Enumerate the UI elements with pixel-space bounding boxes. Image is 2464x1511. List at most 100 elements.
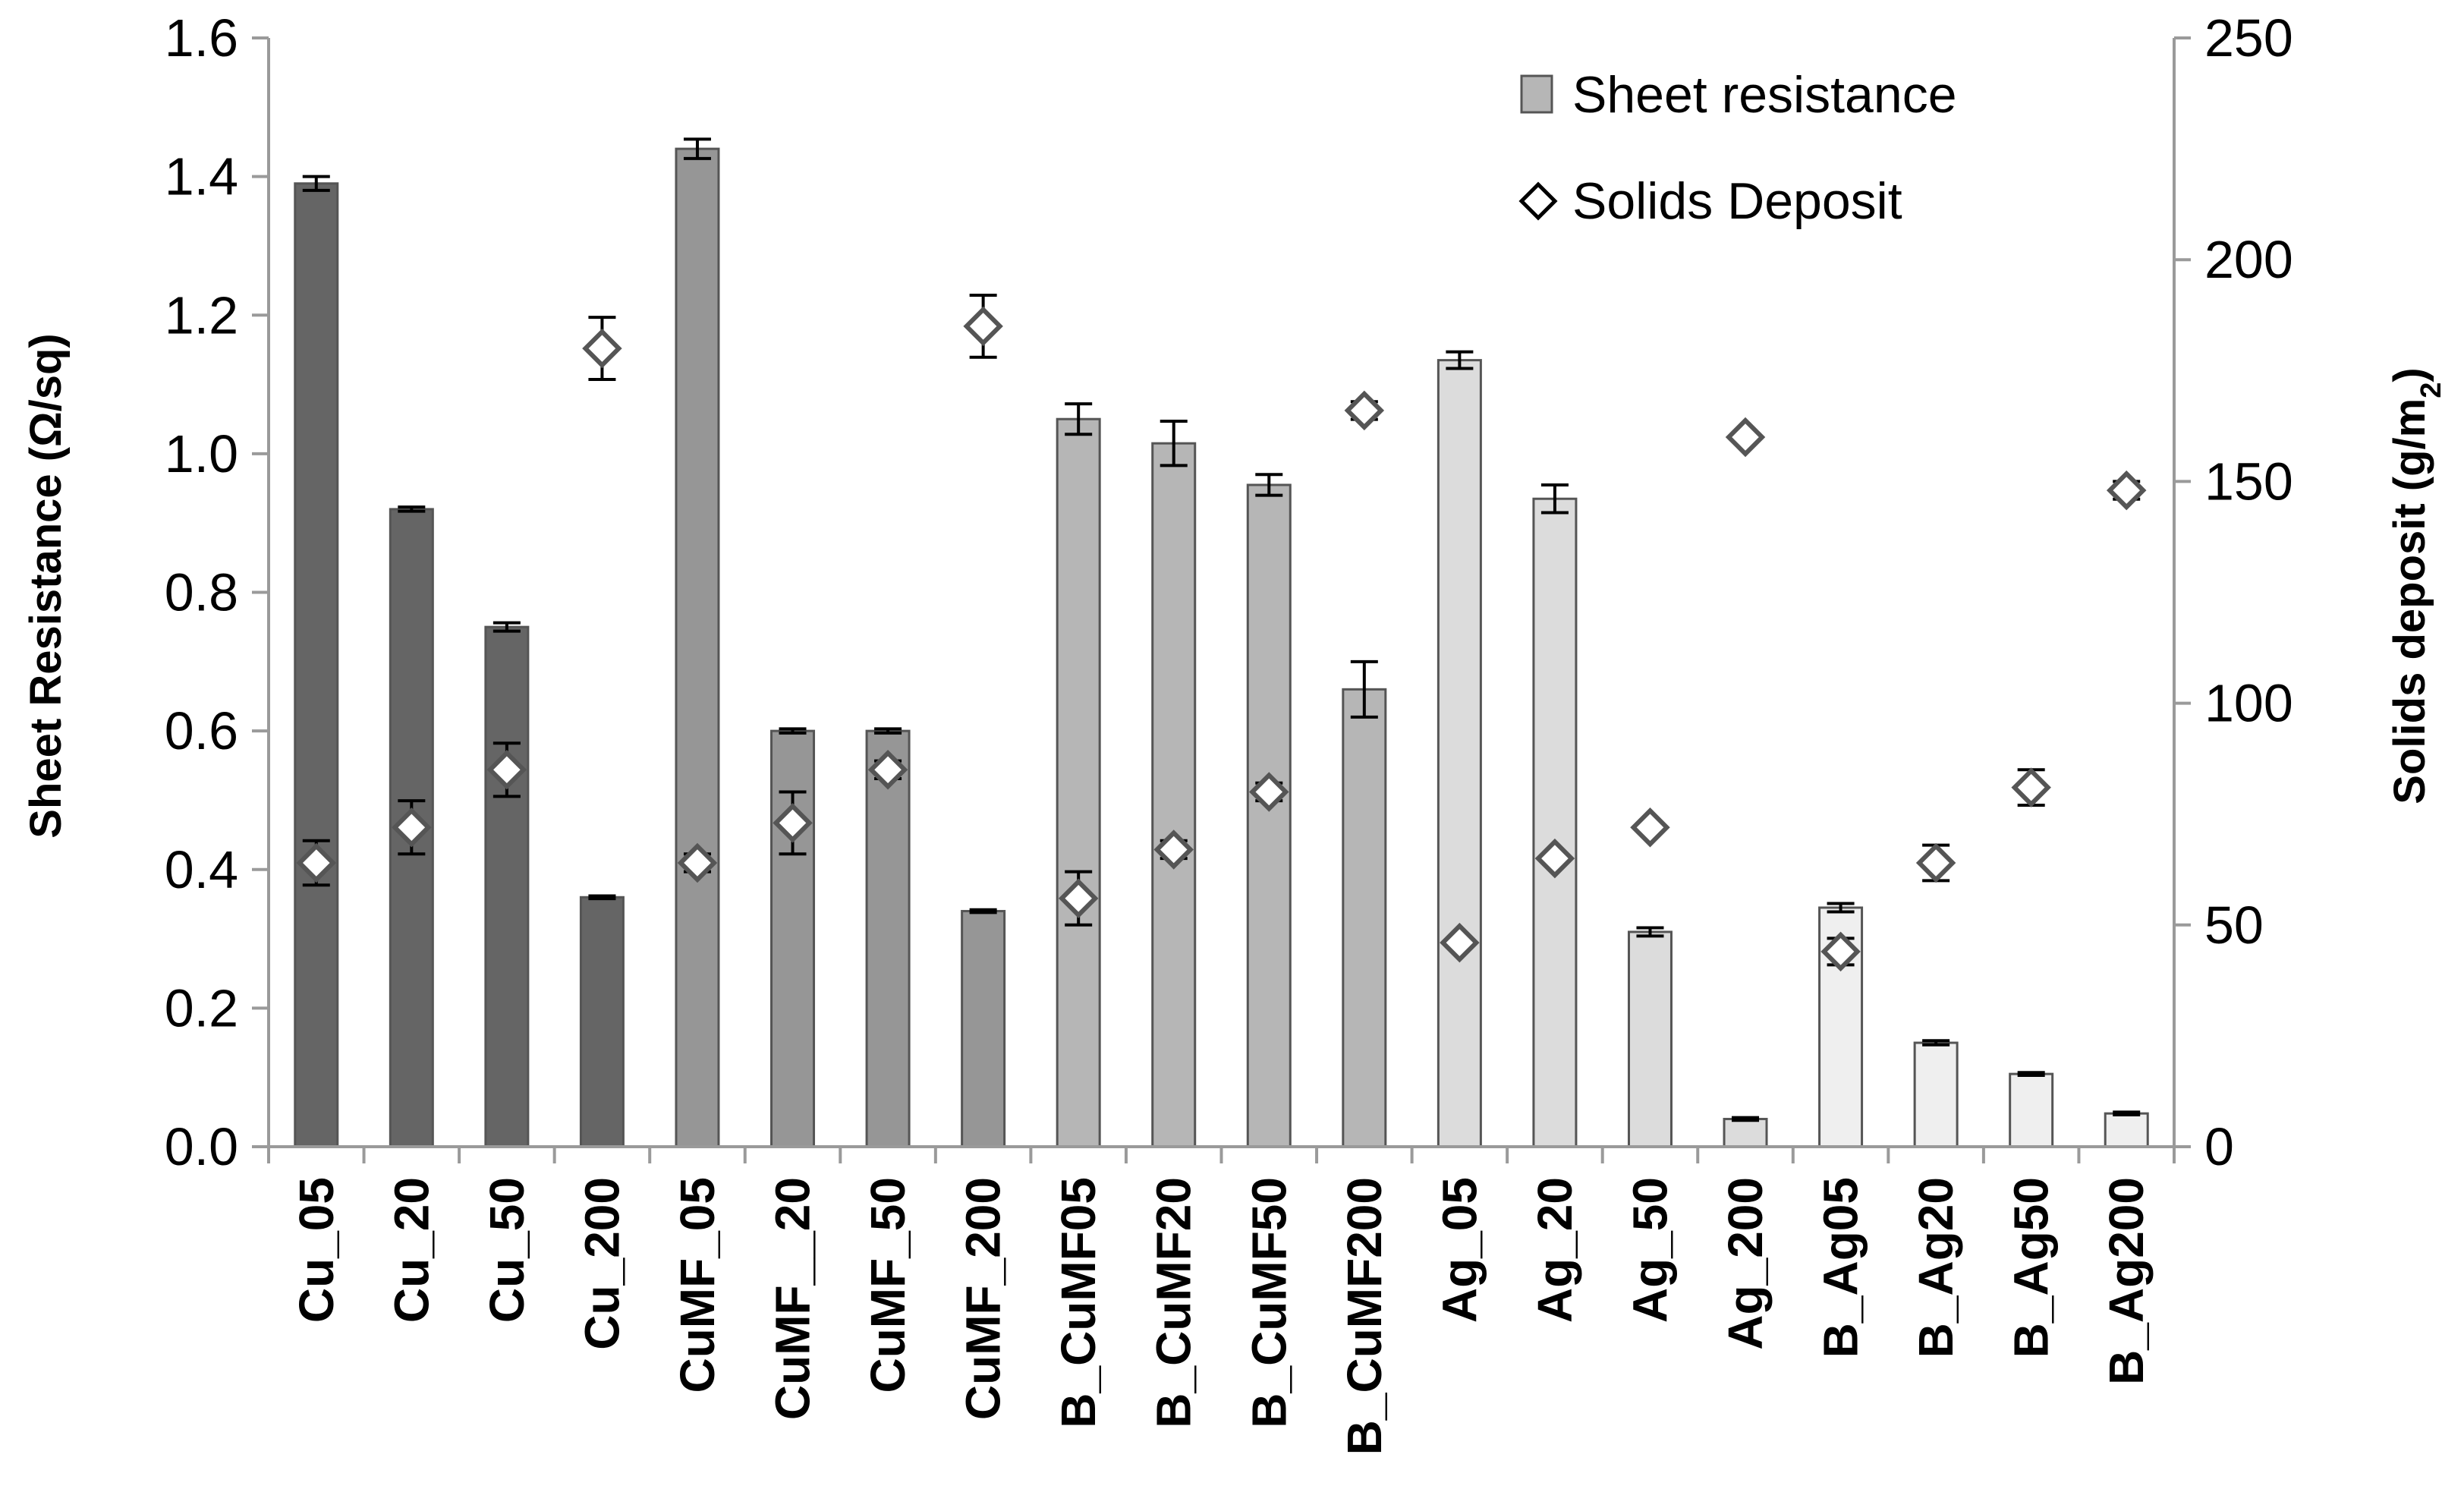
bar-B_CuMF50 [1246,483,1292,1148]
bar-B_CuMF05 [1056,417,1101,1148]
bar-error-B_Ag20 [1922,1039,1950,1047]
bars-layer [294,147,2149,1148]
bar-error-Ag_20 [1540,483,1569,515]
y-axis-title: Sheet Resistance (Ω/sq) [21,333,71,838]
y-tick-label: 0.8 [165,563,238,622]
bar-error-B_Ag50 [2017,1071,2045,1077]
category-label: B_Ag05 [1814,1177,1868,1358]
category-labels: Cu_05 Cu_20 Cu_50 Cu_200 CuMF_05 CuMF__20 CuMF… [289,1177,2154,1455]
category-label: Cu_200 [574,1177,629,1350]
bar-Cu_05 [294,182,339,1148]
diamond-marker-Ag_200 [1725,417,1766,458]
y2-axis-title-main: Solids deposit (g/m [2385,398,2434,804]
tick-labels: 0.0 0.2 0.4 0.6 0.8 1.0 1.2 1.4 1.6 0 50 100 150 200 2… [165,8,2293,1176]
bar-error-B_CuMF50 [1255,473,1283,497]
category-label: Ag_200 [1718,1177,1773,1350]
bar-error-Ag_200 [1732,1116,1760,1122]
legend-bar-swatch [1520,74,1553,114]
bar-Cu_200 [579,896,625,1148]
y2-tick-label: 100 [2204,674,2293,733]
bar-B_CuMF20 [1151,442,1197,1148]
bar-error-CuMF_50 [874,727,902,735]
bar-error-Ag_05 [1446,350,1474,370]
y-tick-label: 0.6 [165,701,238,760]
diamond-marker-Cu_20 [392,807,432,848]
diamond-marker-Cu_05 [296,842,337,883]
bar-Ag_50 [1627,930,1673,1148]
legend-diamond-icon [1518,181,1558,221]
y-tick-label: 1.2 [165,285,238,345]
category-label: CuMF__20 [766,1177,820,1420]
category-label: B_CuMF20 [1147,1177,1201,1428]
bar-B_CuMF200 [1342,688,1387,1148]
category-label: Cu_50 [480,1177,534,1323]
diamond-marker-B_Ag200 [2106,470,2147,511]
diamond-marker-CuMF_50 [867,750,908,790]
diamond-marker-Cu_200 [582,328,622,369]
y2-axis-title-close: ) [2385,367,2434,382]
y2-axis-title: Solids deposit (g/m2) [2385,367,2447,804]
bar-error-Cu_05 [302,175,330,192]
diamond-marker-B_CuMF200 [1344,390,1385,431]
bar-error-B_Ag200 [2113,1110,2141,1116]
category-label: B_Ag50 [2004,1177,2059,1358]
y-tick-label: 0.4 [165,840,238,899]
diamond-marker-CuMF_05 [677,842,718,883]
y-tick-label: 1.4 [165,147,238,206]
category-label: Ag_50 [1622,1177,1677,1323]
category-label: Ag_05 [1432,1177,1487,1323]
bar-error-bars [302,137,2141,1122]
category-label: B_CuMF05 [1051,1177,1106,1428]
bar-error-Cu_20 [398,505,426,513]
category-label: CuMF_50 [861,1177,915,1393]
category-label: B_Ag200 [2099,1177,2154,1385]
bar-error-Cu_200 [588,894,616,901]
diamond-marker-Cu_50 [486,750,527,790]
bar-error-B_CuMF05 [1065,402,1093,436]
category-label: B_CuMF200 [1337,1177,1392,1455]
y2-tick-label: 250 [2204,8,2293,68]
bar-B_Ag200 [2104,1112,2149,1148]
diamond-marker-B_CuMF50 [1249,772,1289,812]
bar-CuMF_200 [961,910,1006,1148]
bar-Ag_20 [1532,497,1578,1148]
category-label: CuMF_05 [670,1177,725,1393]
bar-error-CuMF__20 [779,727,807,735]
bar-error-CuMF_200 [969,908,997,914]
diamond-marker-B_CuMF20 [1153,829,1194,870]
diamond-marker-CuMF_200 [963,306,1003,347]
bar-B_Ag50 [2009,1072,2054,1148]
category-label: Cu_05 [289,1177,344,1323]
category-label: CuMF_200 [956,1177,1011,1420]
diamond-marker-B_CuMF05 [1058,878,1099,918]
diamond-marker-Ag_50 [1630,807,1670,848]
y2-axis-title-sub: 2 [2415,382,2447,398]
bar-CuMF_05 [675,147,720,1148]
y-tick-label: 0.0 [165,1117,238,1176]
legend-bar-label: Sheet resistance [1572,66,1957,124]
bar-error-B_CuMF200 [1350,659,1378,719]
category-label: B_Ag20 [1909,1177,1963,1358]
legend: Sheet resistance Solids Deposit [1518,66,1957,230]
diamond-marker-B_Ag05 [1820,931,1861,972]
y-tick-label: 0.2 [165,978,238,1037]
diamond-marker-Ag_05 [1440,922,1480,963]
category-label: Ag_20 [1528,1177,1582,1323]
bar-error-Ag_50 [1636,926,1664,938]
diamond-marker-B_Ag50 [2011,767,2051,807]
y-tick-label: 1.6 [165,8,238,68]
axes [252,36,2191,1163]
y-tick-label: 1.0 [165,424,238,483]
y2-tick-label: 200 [2204,230,2293,289]
bar-CuMF_50 [865,729,911,1148]
bar-Cu_50 [484,625,530,1148]
category-label: Cu_20 [384,1177,439,1323]
bar-error-B_Ag05 [1827,902,1855,914]
legend-marker-label: Solids Deposit [1572,172,1902,230]
bar-error-CuMF_05 [683,137,711,160]
bar-B_Ag20 [1913,1041,1959,1148]
scatter-markers [296,293,2147,972]
bar-error-B_CuMF20 [1160,419,1188,467]
bar-Ag_05 [1437,359,1482,1148]
